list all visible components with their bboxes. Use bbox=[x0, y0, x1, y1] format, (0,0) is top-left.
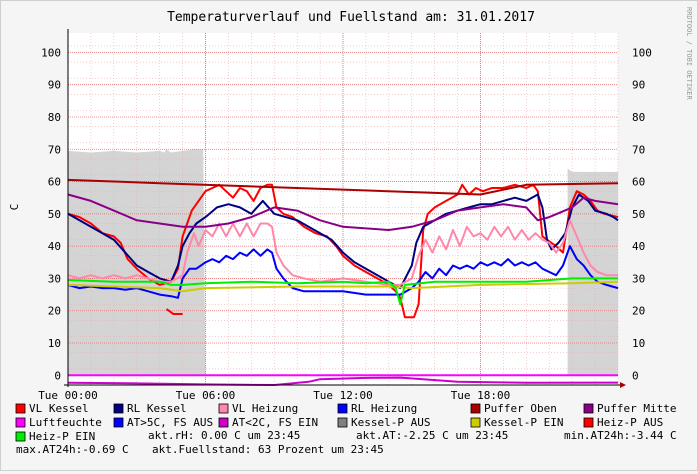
series-line-rl-heizung bbox=[67, 245, 619, 299]
legend-label: Kessel-P AUS bbox=[351, 416, 430, 429]
y-tick-label-left: 50 bbox=[48, 208, 61, 221]
legend-label: RL Kessel bbox=[127, 402, 187, 415]
y-tick-label-left: 70 bbox=[48, 143, 61, 156]
legend-swatch bbox=[583, 403, 594, 414]
x-tick-label: Tue 06:00 bbox=[176, 389, 236, 402]
legend-swatch bbox=[337, 403, 348, 414]
y-tick-label-right: 70 bbox=[632, 143, 645, 156]
status-akt-rh: akt.rH: 0.00 C um 23:45 bbox=[148, 429, 300, 442]
x-tick-label: Tue 18:00 bbox=[451, 389, 511, 402]
series-line-heiz-p-aus bbox=[165, 308, 183, 315]
legend-swatch bbox=[218, 417, 229, 428]
legend-swatch bbox=[15, 417, 26, 428]
legend-swatch bbox=[470, 417, 481, 428]
fill-area-0-1 bbox=[567, 168, 618, 376]
legend-label: VL Heizung bbox=[232, 402, 298, 415]
x-axis-arrow bbox=[620, 382, 626, 388]
x-tick-label: Tue 12:00 bbox=[313, 389, 373, 402]
legend-swatch bbox=[470, 403, 481, 414]
y-tick-label-left: 80 bbox=[48, 111, 61, 124]
status-akt-at: akt.AT:-2.25 C um 23:45 bbox=[356, 429, 508, 442]
legend-label: Luftfeuchte bbox=[29, 416, 102, 429]
y-tick-label-right: 30 bbox=[632, 272, 645, 285]
status-min-at: min.AT24h:-3.44 C bbox=[564, 429, 677, 442]
y-tick-label-left: 10 bbox=[48, 337, 61, 350]
y-tick-label-right: 10 bbox=[632, 337, 645, 350]
y-tick-label-right: 50 bbox=[632, 208, 645, 221]
y-tick-label-right: 60 bbox=[632, 176, 645, 189]
series-line-at-2c-fs-ein bbox=[67, 376, 619, 386]
legend-swatch bbox=[113, 403, 124, 414]
series-line-kessel-p-ein bbox=[67, 280, 619, 293]
legend-label: Kessel-P EIN bbox=[484, 416, 563, 429]
legend-label: Heiz-P EIN bbox=[29, 430, 95, 443]
series-line-vl-kessel bbox=[67, 183, 619, 319]
y-tick-label-right: 0 bbox=[632, 369, 639, 382]
y-tick-label-left: 100 bbox=[41, 46, 61, 59]
y-tick-label-left: 20 bbox=[48, 305, 61, 318]
legend-swatch bbox=[113, 417, 124, 428]
status-max-at: max.AT24h:-0.69 C bbox=[16, 443, 129, 456]
y-tick-label-left: 0 bbox=[54, 369, 61, 382]
y-tick-label-right: 20 bbox=[632, 305, 645, 318]
x-tick-label: Tue 00:00 bbox=[38, 389, 98, 402]
watermark: RRDTOOL / TOBI OETIKER bbox=[685, 7, 693, 101]
legend: VL Kessel RL Kessel VL Heizung RL Heizung Pu… bbox=[15, 402, 676, 443]
legend-label: AT>5C, FS AUS bbox=[127, 416, 213, 429]
y-axis-label: C bbox=[8, 204, 21, 211]
series-line-puffer-oben bbox=[67, 178, 619, 196]
legend-swatch bbox=[218, 403, 229, 414]
legend-swatch bbox=[337, 417, 348, 428]
legend-label: RL Heizung bbox=[351, 402, 417, 415]
plot-area: 0 0 10 10 20 20 30 30 40 40 50 50 60 60 70 70 80 80 90 90 10… bbox=[38, 29, 652, 402]
y-tick-label-left: 30 bbox=[48, 272, 61, 285]
chart-title: Temperaturverlauf und Fuellstand am: 31.… bbox=[167, 10, 535, 25]
y-tick-label-right: 40 bbox=[632, 240, 645, 253]
legend-label: Puffer Mitte bbox=[597, 402, 676, 415]
y-tick-label-left: 90 bbox=[48, 79, 61, 92]
y-tick-label-right: 90 bbox=[632, 79, 645, 92]
legend-swatch bbox=[15, 431, 26, 442]
legend-label: Puffer Oben bbox=[484, 402, 557, 415]
legend-swatch bbox=[15, 403, 26, 414]
y-tick-label-right: 100 bbox=[632, 46, 652, 59]
series-line-heiz-p-ein bbox=[67, 277, 618, 306]
series-line-rl-kessel bbox=[67, 193, 619, 290]
series-line-puffer-mitte bbox=[67, 193, 619, 231]
y-tick-label-right: 80 bbox=[632, 111, 645, 124]
y-tick-label-left: 40 bbox=[48, 240, 61, 253]
legend-label: AT<2C, FS EIN bbox=[232, 416, 318, 429]
y-tick-label-left: 60 bbox=[48, 176, 61, 189]
legend-label: VL Kessel bbox=[29, 402, 89, 415]
legend-swatch bbox=[583, 417, 594, 428]
legend-label: Heiz-P AUS bbox=[597, 416, 663, 429]
status-fuellstand: akt.Fuellstand: 63 Prozent um 23:45 bbox=[152, 443, 384, 456]
status-lines: akt.rH: 0.00 C um 23:45 akt.AT:-2.25 C um… bbox=[16, 429, 677, 456]
